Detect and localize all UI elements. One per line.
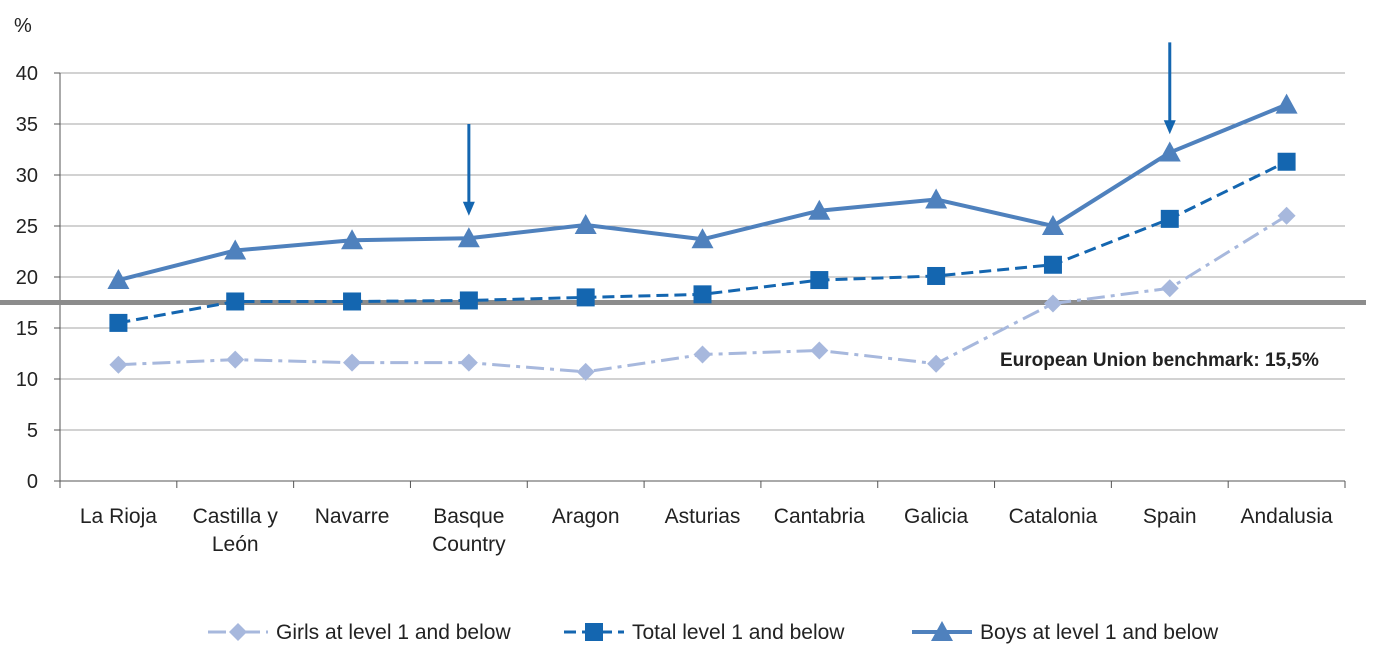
data-point <box>343 292 361 310</box>
arrow-head <box>1164 120 1176 134</box>
x-tick-label: León <box>212 533 259 556</box>
legend-swatch-marker <box>229 623 247 641</box>
x-tick-label: Castilla y <box>193 505 279 528</box>
gridlines <box>60 73 1345 430</box>
data-point <box>694 346 712 364</box>
y-axis-ticks: 0 5 10 15 20 25 30 35 40 <box>16 63 60 493</box>
data-point <box>1161 279 1179 297</box>
legend-swatch-marker <box>585 623 603 641</box>
legend-label: Girls at level 1 and below <box>276 621 511 644</box>
x-tick-label: Asturias <box>665 505 741 528</box>
x-tick-label: Navarre <box>315 505 390 528</box>
x-tick-label: Cantabria <box>774 505 865 528</box>
data-point <box>927 267 945 285</box>
y-tick-label: 15 <box>16 318 38 340</box>
legend-label: Total level 1 and below <box>632 621 845 644</box>
data-point <box>109 356 127 374</box>
y-tick-label: 20 <box>16 267 38 289</box>
data-point <box>460 354 478 372</box>
data-point <box>460 291 478 309</box>
annotation-arrows <box>463 42 1176 215</box>
y-tick-label: 10 <box>16 369 38 391</box>
legend: Girls at level 1 and below Total level 1 … <box>208 621 1219 644</box>
benchmark-group: European Union benchmark: 15,5% <box>0 303 1366 372</box>
data-point <box>810 271 828 289</box>
arrow-head <box>463 202 475 216</box>
x-tick-label: Country <box>432 533 506 556</box>
data-point <box>226 351 244 369</box>
data-point <box>226 292 244 310</box>
series-line <box>118 105 1286 280</box>
data-point <box>1278 207 1296 225</box>
legend-label: Boys at level 1 and below <box>980 621 1219 644</box>
y-tick-label: 35 <box>16 114 38 136</box>
data-point <box>810 341 828 359</box>
y-tick-label: 0 <box>27 471 38 493</box>
data-point <box>1044 295 1062 313</box>
x-tick-label: Andalusia <box>1240 505 1333 528</box>
data-point <box>694 285 712 303</box>
x-tick-label: Galicia <box>904 505 969 528</box>
data-point <box>1044 256 1062 274</box>
y-axis-unit-label: % <box>14 15 32 37</box>
data-point <box>577 288 595 306</box>
y-tick-label: 30 <box>16 165 38 187</box>
x-tick-label: Basque <box>433 505 504 528</box>
x-axis: La Rioja Castilla y León Navarre Basque Count… <box>60 481 1345 556</box>
data-point <box>1278 153 1296 171</box>
data-point <box>1161 210 1179 228</box>
data-point <box>927 355 945 373</box>
benchmark-label: European Union benchmark: 15,5% <box>1000 350 1319 371</box>
x-tick-label: La Rioja <box>80 505 157 528</box>
y-tick-label: 25 <box>16 216 38 238</box>
series-group <box>107 94 1297 381</box>
data-point <box>1276 94 1298 114</box>
y-tick-label: 5 <box>27 420 38 442</box>
x-tick-label: Aragon <box>552 505 620 528</box>
x-tick-label: Spain <box>1143 505 1197 528</box>
data-point <box>343 354 361 372</box>
y-tick-label: 40 <box>16 63 38 85</box>
x-tick-label: Catalonia <box>1009 505 1098 528</box>
data-point <box>109 314 127 332</box>
data-point <box>577 363 595 381</box>
